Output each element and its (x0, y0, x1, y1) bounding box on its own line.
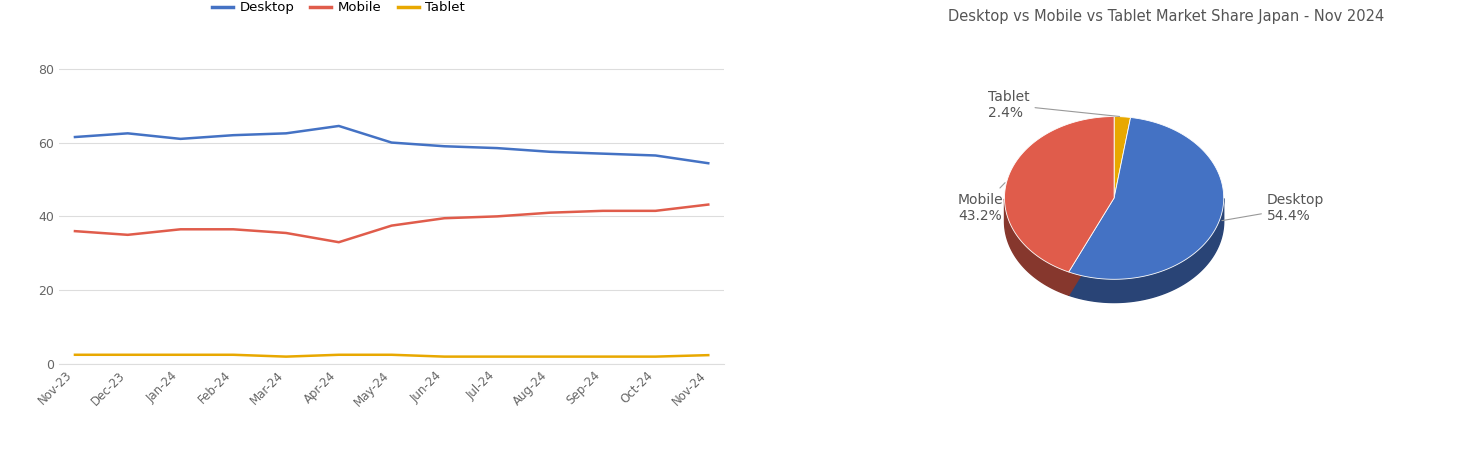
Legend: Desktop, Mobile, Tablet: Desktop, Mobile, Tablet (207, 0, 470, 19)
Polygon shape (1069, 198, 1114, 295)
Text: Desktop vs Mobile vs Tablet Market Share Japan - Nov 2024: Desktop vs Mobile vs Tablet Market Share… (947, 9, 1385, 24)
Text: Mobile
43.2%: Mobile 43.2% (958, 182, 1005, 223)
Text: Tablet
2.4%: Tablet 2.4% (987, 90, 1120, 120)
Polygon shape (1005, 199, 1069, 295)
Polygon shape (1069, 198, 1114, 295)
Text: Desktop
54.4%: Desktop 54.4% (1222, 193, 1324, 223)
Polygon shape (1114, 116, 1131, 198)
Polygon shape (1005, 116, 1114, 272)
Polygon shape (1069, 198, 1224, 303)
Polygon shape (1069, 117, 1224, 279)
